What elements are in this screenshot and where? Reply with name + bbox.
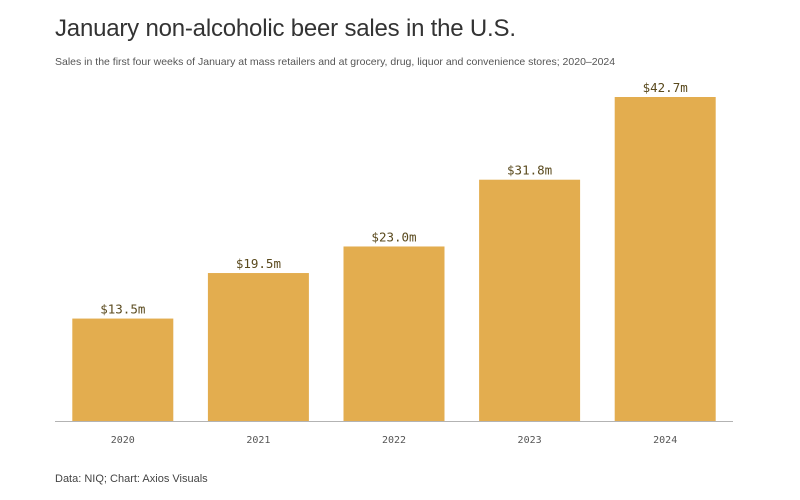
bar-2022 <box>343 246 445 421</box>
bar-2024 <box>614 97 716 421</box>
x-tick-label-2022: 2022 <box>382 435 406 446</box>
bar-2020 <box>72 318 174 421</box>
value-label-2020: $13.5m <box>100 302 145 317</box>
bars-layer <box>72 97 716 421</box>
value-labels-layer: $13.5m $19.5m $23.0m $31.8m $42.7m <box>100 80 688 317</box>
x-tick-label-2023: 2023 <box>518 435 542 446</box>
chart-subtitle: Sales in the first four weeks of January… <box>55 56 616 68</box>
x-tick-label-2024: 2024 <box>653 435 677 446</box>
value-label-2021: $19.5m <box>236 256 281 271</box>
bar-2023 <box>479 179 581 421</box>
value-label-2024: $42.7m <box>643 80 688 95</box>
value-label-2022: $23.0m <box>371 229 416 244</box>
value-label-2023: $31.8m <box>507 163 552 178</box>
x-axis: 2020 2021 2022 2023 2024 <box>55 421 733 446</box>
x-tick-label-2021: 2021 <box>246 435 270 446</box>
bar-2021 <box>207 273 309 421</box>
source-note: Data: NIQ; Chart: Axios Visuals <box>55 473 208 485</box>
x-tick-label-2020: 2020 <box>111 435 135 446</box>
chart-title: January non-alcoholic beer sales in the … <box>55 15 516 42</box>
